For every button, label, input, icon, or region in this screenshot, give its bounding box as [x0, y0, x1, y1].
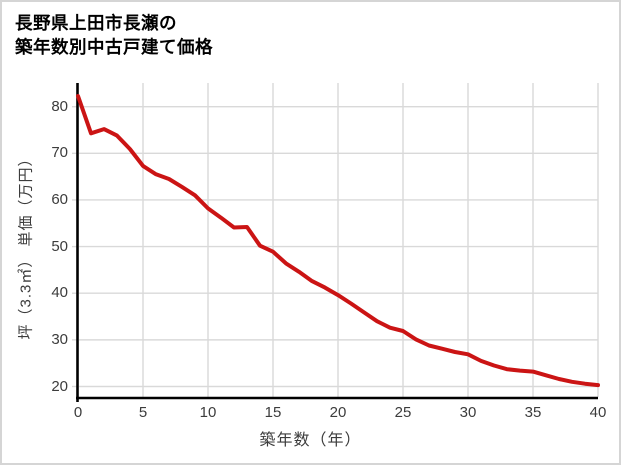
x-tick-label: 10 [199, 404, 217, 421]
chart-title: 長野県上田市長瀬の 築年数別中古戸建て価格 [15, 11, 213, 59]
x-tick-label: 15 [264, 404, 282, 421]
x-axis-label: 築年数（年） [259, 432, 362, 449]
y-tick-label: 70 [51, 144, 68, 162]
x-tick-label: 30 [459, 404, 477, 421]
y-tick-label: 40 [51, 284, 68, 302]
y-axis-label: 坪（3.3㎡） 単価（万円） [17, 150, 35, 340]
x-tick-label: 25 [394, 404, 412, 421]
chart-title-line2: 築年数別中古戸建て価格 [15, 37, 213, 57]
x-tick-label: 35 [524, 404, 542, 421]
x-tick-label: 40 [589, 404, 607, 421]
x-tick-label: 5 [138, 404, 148, 421]
price-line [76, 94, 600, 388]
y-tick-label: 80 [51, 97, 68, 115]
y-tick-label: 60 [51, 190, 68, 208]
y-tick-label: 30 [51, 330, 68, 348]
x-tick-label: 0 [73, 404, 83, 421]
y-tick-label: 50 [51, 237, 68, 255]
chart-title-line1: 長野県上田市長瀬の [15, 13, 177, 33]
x-tick-label: 20 [329, 404, 347, 421]
y-tick-label: 20 [51, 377, 68, 395]
